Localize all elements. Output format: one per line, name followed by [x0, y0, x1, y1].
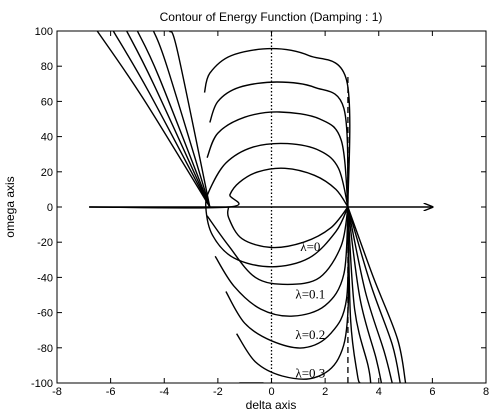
x-tick-label: 2: [322, 386, 328, 398]
x-tick-label: 0: [268, 386, 274, 398]
contour-line-11: [96, 31, 211, 208]
contour-line-6: [206, 206, 349, 286]
x-tick-label: -4: [159, 386, 169, 398]
contour-line-19: [347, 206, 393, 383]
contour-line-18: [347, 206, 401, 383]
x-axis-label: delta axis: [246, 398, 297, 412]
x-tick-label: -2: [213, 386, 223, 398]
x-tick-label: 4: [376, 386, 382, 398]
x-axis-ticks: -8 -6 -4 -2 0 2 4 6 8: [52, 31, 489, 398]
y-axis-ticks: -100 -80 -60 -40 -20 0 20 40 60 80 100: [31, 26, 486, 390]
contour-line-7: [214, 206, 349, 317]
contour-annotations: λ=0 λ=0.1 λ=0.2 λ=0.3: [295, 239, 325, 381]
annotation-label-3: λ=0.3: [295, 366, 325, 381]
contour-line-8: [225, 206, 349, 349]
contour-line-13: [126, 31, 211, 208]
contour-line-2: [205, 142, 349, 268]
contour-lines: [89, 31, 407, 383]
x-tick-label: 8: [483, 386, 489, 398]
y-tick-label: -100: [31, 378, 53, 390]
y-tick-label: -80: [37, 343, 53, 355]
contour-line-22: [347, 206, 361, 383]
contour-line-0: [89, 167, 349, 209]
contour-line-17: [347, 206, 407, 383]
reference-lines: [89, 31, 432, 383]
x-tick-label: 6: [429, 386, 435, 398]
y-tick-label: 20: [41, 167, 53, 179]
annotation-label-2: λ=0.2: [295, 327, 325, 342]
y-tick-label: 80: [41, 61, 53, 73]
y-tick-label: -60: [37, 308, 53, 320]
y-tick-label: 0: [47, 202, 53, 214]
contour-line-3: [206, 111, 349, 208]
chart-title: Contour of Energy Function (Damping : 1): [160, 10, 383, 24]
contour-line-20: [347, 206, 383, 383]
y-tick-label: -40: [37, 272, 53, 284]
y-tick-label: 60: [41, 96, 53, 108]
annotation-label-0: λ=0: [300, 239, 320, 254]
x-tick-label: -8: [52, 386, 62, 398]
contour-line-12: [112, 31, 211, 208]
contour-line-14: [136, 31, 211, 208]
annotation-label-1: λ=0.1: [295, 287, 325, 302]
y-tick-label: 40: [41, 132, 53, 144]
y-axis-label: omega axis: [3, 176, 17, 237]
contour-line-15: [152, 31, 211, 208]
x-tick-label: -6: [106, 386, 116, 398]
contour-line-1: [226, 206, 349, 249]
contour-line-5: [203, 47, 351, 208]
contour-line-4: [209, 81, 349, 208]
y-tick-label: -20: [37, 237, 53, 249]
contour-line-9: [236, 206, 350, 380]
y-tick-label: 100: [35, 26, 53, 38]
contour-line-16: [168, 31, 211, 208]
contour-line-21: [347, 206, 372, 383]
